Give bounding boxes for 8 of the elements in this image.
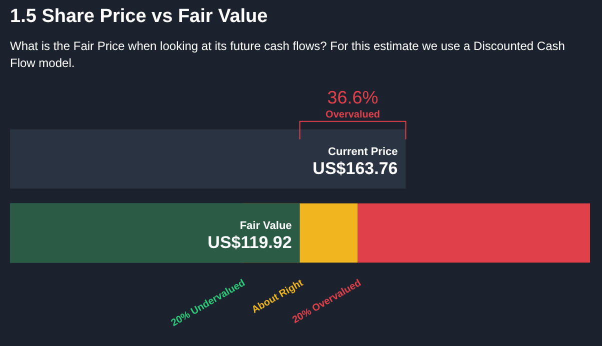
chart-subtitle: What is the Fair Price when looking at its future cash flows? For this estimate we use a Discounted Cash Flow model. [9, 38, 566, 72]
data-label: US$163.76 [312, 159, 398, 178]
text: Overvalued [326, 109, 380, 120]
chart-title: 1.5 Share Price vs Fair Value [9, 5, 269, 28]
data-label: US$119.92 [208, 233, 292, 252]
y-tick-label: Current Price [328, 146, 398, 158]
text: 36.6% [327, 87, 378, 108]
y-tick-label: Fair Value [240, 220, 292, 232]
